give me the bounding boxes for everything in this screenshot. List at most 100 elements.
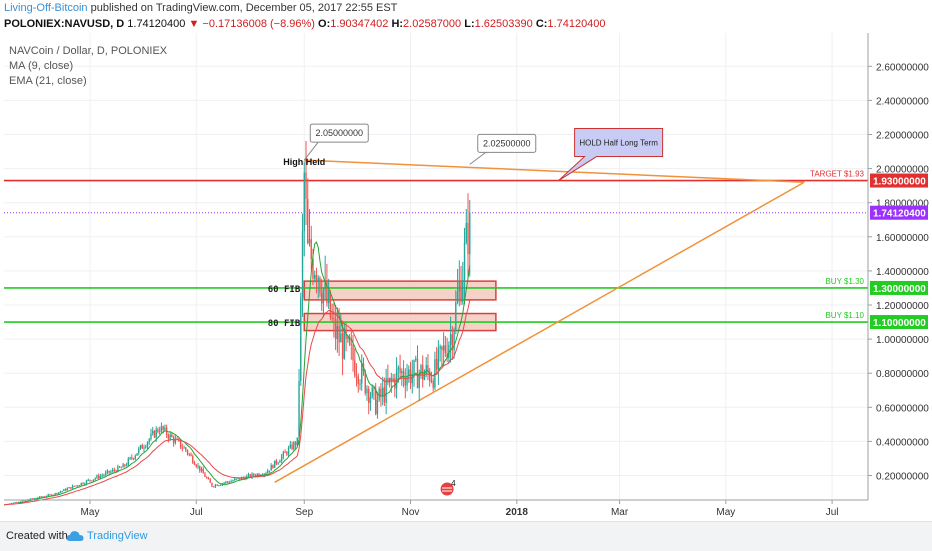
symbol-label: POLONIEX:NAVUSD, D	[4, 18, 125, 30]
candle-body	[368, 388, 370, 403]
candle-body	[94, 478, 96, 480]
candle-body	[192, 456, 194, 463]
candle-body	[45, 496, 48, 498]
candle-body	[230, 481, 232, 483]
candle-body	[132, 458, 135, 460]
trend-line	[274, 181, 805, 483]
candle-body	[127, 458, 130, 465]
candle-body	[66, 488, 69, 491]
candle-body	[437, 348, 440, 370]
last-price: 1.74120400	[127, 18, 186, 30]
candle-body	[263, 473, 265, 476]
candle-body	[329, 291, 332, 318]
low-label: L:	[464, 18, 475, 30]
candle-body	[385, 378, 387, 403]
candle-body	[350, 343, 352, 345]
price-bubble-pointer	[469, 151, 487, 165]
candle-body	[465, 222, 467, 243]
candle-body	[204, 473, 206, 477]
candle-body	[310, 239, 312, 259]
candle-body	[469, 212, 471, 255]
author-link[interactable]: Living-Off-Bitcoin	[4, 2, 88, 14]
candle-body	[347, 336, 349, 339]
candle-body	[308, 239, 311, 244]
candle-body	[145, 446, 147, 448]
candle-body	[399, 367, 401, 374]
x-tick-label: 2018	[506, 507, 529, 518]
candle-body	[258, 473, 260, 476]
candle-body	[444, 345, 447, 354]
candle-body	[35, 497, 37, 499]
candle-body	[268, 470, 271, 472]
price-axis: 0.20000000 0.40000000 0.60000000 0.80000000…	[4, 33, 929, 518]
legend-ma[interactable]: MA (9, close)	[9, 60, 74, 72]
legend-ema[interactable]: EMA (21, close)	[9, 75, 87, 87]
ma-line	[18, 241, 471, 504]
candle-body	[152, 430, 154, 434]
candle-body	[226, 481, 229, 483]
candle-body	[326, 280, 328, 304]
candle-body	[218, 485, 220, 487]
candle-body	[68, 487, 70, 489]
trend-lines	[274, 159, 805, 483]
high-label: H:	[391, 18, 404, 30]
candle-body	[305, 172, 307, 200]
event-flag-icon	[442, 487, 453, 492]
price-bubble	[309, 123, 369, 143]
candle-body	[307, 199, 309, 244]
price-bubble	[477, 133, 537, 153]
high-value: 2.02587000	[403, 18, 462, 30]
candle-body	[30, 498, 32, 500]
candle-body	[265, 473, 267, 475]
candle-body	[428, 371, 431, 382]
candle-body	[174, 438, 177, 443]
price-chart[interactable]: TARGET $1.93 BUY $1.30 BUY $1.10 60 FIB 80 F…	[0, 33, 932, 521]
candle-body	[425, 365, 427, 374]
candle-body	[146, 442, 149, 447]
candle-body	[92, 479, 95, 481]
candle-body	[456, 291, 459, 303]
candle-body	[317, 277, 319, 281]
hold-callout	[558, 128, 664, 181]
candle-body	[388, 377, 391, 383]
candle-body	[179, 440, 182, 448]
candle-body	[355, 375, 358, 377]
candle-body	[453, 330, 455, 351]
candle-body	[272, 464, 274, 469]
candle-body	[155, 429, 157, 438]
candle-body	[228, 481, 231, 483]
candle-body	[214, 484, 217, 487]
candle-body	[153, 430, 156, 438]
footer-bar: Created with TradingView	[0, 521, 932, 551]
candle-body	[354, 360, 356, 376]
candle-body	[462, 279, 464, 302]
candle-body	[225, 481, 227, 483]
candle-body	[181, 447, 184, 449]
candle-body	[420, 365, 422, 375]
candle-body	[186, 450, 189, 454]
candle-body	[333, 318, 335, 320]
tradingview-link[interactable]: TradingView	[87, 530, 148, 542]
open-value: 1.90347402	[330, 18, 389, 30]
level-label: BUY $1.30	[825, 277, 864, 286]
candle-body	[70, 487, 72, 489]
candle-body	[17, 501, 20, 503]
price-tag	[870, 173, 928, 188]
candle-body	[200, 468, 203, 471]
x-tick-label: Jul	[826, 507, 839, 518]
candle-body	[150, 433, 152, 440]
candle-body	[40, 496, 42, 498]
candle-body	[402, 371, 405, 380]
candle-body	[206, 476, 208, 479]
candle-body	[211, 482, 213, 487]
candle-body	[301, 231, 304, 298]
candle-body	[84, 483, 86, 485]
candle-body	[280, 456, 283, 462]
candle-body	[232, 480, 234, 482]
candle-body	[104, 472, 107, 475]
candle-body	[467, 222, 469, 255]
candle-body	[449, 334, 452, 345]
candle-body	[406, 376, 408, 386]
candle-body	[336, 326, 339, 339]
plot-background	[0, 33, 932, 521]
